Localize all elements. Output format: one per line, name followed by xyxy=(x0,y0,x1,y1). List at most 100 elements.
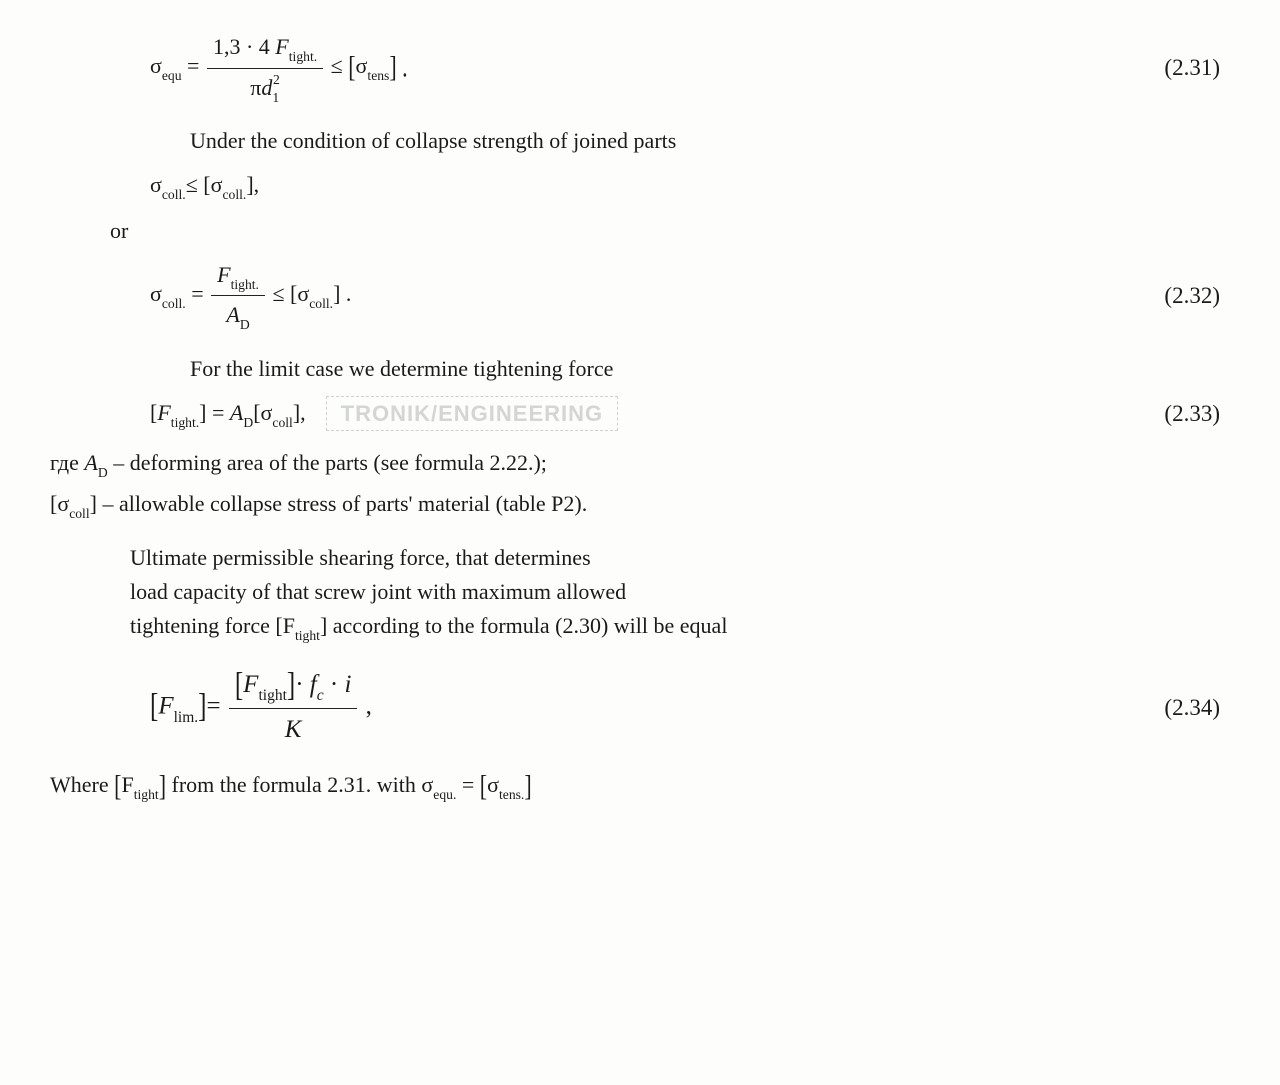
F-sub: tight xyxy=(134,787,159,802)
A: A xyxy=(84,450,97,475)
watermark-text: TRONIK/ENGINEERING xyxy=(326,396,618,431)
equation-2-32: σcoll. = Ftight. AD ≤ [σcoll.] . (2.32) xyxy=(50,258,1230,334)
F: F xyxy=(217,262,230,287)
equals: = xyxy=(191,281,209,306)
sigma-tens: σ xyxy=(356,53,368,78)
para-line-2: load capacity of that screw joint with m… xyxy=(130,575,1230,609)
sigma-equ-sub: equ. xyxy=(433,787,456,802)
equation-2-34-body: [Flim.]= [Ftight]· fc · i K , xyxy=(50,666,1164,750)
fraction: Ftight. AD xyxy=(211,258,265,334)
d: d xyxy=(261,75,272,100)
fc: f xyxy=(310,671,317,698)
F: F xyxy=(275,34,288,59)
def-text: deforming area of the parts (see formula… xyxy=(130,450,547,475)
lbracket2: [ xyxy=(480,763,487,809)
para-line-3: tightening force [Ftight] according to t… xyxy=(130,609,1230,645)
sigma: σ xyxy=(150,172,162,197)
fraction: 1,3 · 4 Ftight. πd12 xyxy=(207,30,323,106)
equation-number-2-32: (2.32) xyxy=(1164,278,1230,314)
numerator: 1,3 · 4 Ftight. xyxy=(207,30,323,69)
equation-number-2-34: (2.34) xyxy=(1164,690,1230,726)
def-prefix: где xyxy=(50,450,84,475)
numerator: Ftight. xyxy=(211,258,265,297)
sigma2: σ xyxy=(211,172,223,197)
equation-2-32-body: σcoll. = Ftight. AD ≤ [σcoll.] . xyxy=(50,258,1164,334)
sigma: σ xyxy=(261,400,273,425)
A-sub: D xyxy=(98,465,108,480)
limit-case-text: For the limit case we determine tighteni… xyxy=(50,352,1230,386)
definitions: где AD – deforming area of the parts (se… xyxy=(50,446,1230,523)
para-l3-sub: tight xyxy=(295,628,320,643)
dash: – xyxy=(97,491,119,516)
F: F xyxy=(158,693,173,720)
rbracket: ] xyxy=(90,491,97,516)
equals: = xyxy=(206,693,226,720)
rbracket: ] xyxy=(198,682,206,734)
equation-number-2-31: (2.31) xyxy=(1164,50,1230,86)
F-n-sub: tight xyxy=(258,687,286,704)
dot1: · xyxy=(295,671,310,698)
or-text: or xyxy=(50,214,1230,248)
rbracket: ], xyxy=(246,172,259,197)
equation-2-31: σequ = 1,3 · 4 Ftight. πd12 ≤ [σtens] . … xyxy=(50,30,1230,106)
leq: ≤ xyxy=(186,172,204,197)
numerator: [Ftight]· fc · i xyxy=(229,666,358,709)
A: A xyxy=(226,302,239,327)
def-text: allowable collapse stress of parts' mate… xyxy=(119,491,587,516)
sigma-tens-sub: tens. xyxy=(499,787,524,802)
equation-2-33-body: [Ftight.] = AD[σcoll], TRONIK/ENGINEERIN… xyxy=(50,396,1164,432)
equation-2-33-row: [Ftight.] = AD[σcoll], TRONIK/ENGINEERIN… xyxy=(50,396,1230,432)
equation-number-2-33: (2.33) xyxy=(1164,396,1230,432)
para-l3a: tightening force [F xyxy=(130,613,295,638)
lbracket-n: [ xyxy=(235,660,243,712)
equals: = xyxy=(212,400,230,425)
fraction: [Ftight]· fc · i K xyxy=(229,666,358,750)
lbracket: [ xyxy=(114,763,121,809)
K: K xyxy=(285,716,302,743)
equals: = xyxy=(456,772,479,797)
equation-2-34: [Flim.]= [Ftight]· fc · i K , (2.34) xyxy=(50,666,1230,750)
lbracket: [ xyxy=(203,172,210,197)
rbracket-dot: ] . xyxy=(389,44,407,90)
lbracket2: [ xyxy=(253,400,260,425)
para-l3b: ] according to the formula (2.30) will b… xyxy=(320,613,727,638)
rbracket: ] xyxy=(199,400,206,425)
leq: ≤ xyxy=(331,53,349,78)
equals: = xyxy=(187,53,205,78)
ultimate-shearing-paragraph: Ultimate permissible shearing force, tha… xyxy=(50,541,1230,645)
equation-2-31-body: σequ = 1,3 · 4 Ftight. πd12 ≤ [σtens] . xyxy=(50,30,1164,106)
F: F xyxy=(157,400,170,425)
A-sub: D xyxy=(243,415,253,430)
collapse-inequality: σcoll.≤ [σcoll.], xyxy=(50,168,1230,204)
d-sub: 1 xyxy=(272,90,279,105)
F-sub: lim. xyxy=(174,709,199,726)
sigma-sub: coll xyxy=(69,506,89,521)
document-page: σequ = 1,3 · 4 Ftight. πd12 ≤ [σtens] . … xyxy=(50,30,1230,804)
where-mid: from the formula 2.31. with xyxy=(166,772,421,797)
F-sub: tight. xyxy=(289,49,317,64)
coeff: 1,3 · 4 xyxy=(213,34,275,59)
leq: ≤ xyxy=(272,281,290,306)
para-line-1: Ultimate permissible shearing force, tha… xyxy=(130,541,1230,575)
sigma2-sub: coll. xyxy=(222,187,246,202)
where-prefix: Where xyxy=(50,772,114,797)
collapse-condition-text: Under the condition of collapse strength… xyxy=(50,124,1230,158)
lbracket: [ xyxy=(348,44,355,90)
rbracket2: ], xyxy=(293,400,306,425)
A-sub: D xyxy=(240,317,250,332)
denominator: πd12 xyxy=(207,69,323,107)
rbracket-n: ] xyxy=(287,660,295,712)
dash: – xyxy=(108,450,130,475)
sigma-coll: σ xyxy=(297,281,309,306)
i: i xyxy=(344,671,351,698)
F-n: F xyxy=(243,671,258,698)
dot2: · xyxy=(324,671,345,698)
where-line: Where [Ftight] from the formula 2.31. wi… xyxy=(50,768,1230,804)
sigma-sub: equ xyxy=(162,68,182,83)
rbracket-dot: ] . xyxy=(333,281,351,306)
sigma: σ xyxy=(57,491,69,516)
sigma-sub: coll. xyxy=(162,187,186,202)
sigma-tens: σ xyxy=(487,772,499,797)
F-sub: tight. xyxy=(231,277,259,292)
F-sub: tight. xyxy=(171,415,199,430)
